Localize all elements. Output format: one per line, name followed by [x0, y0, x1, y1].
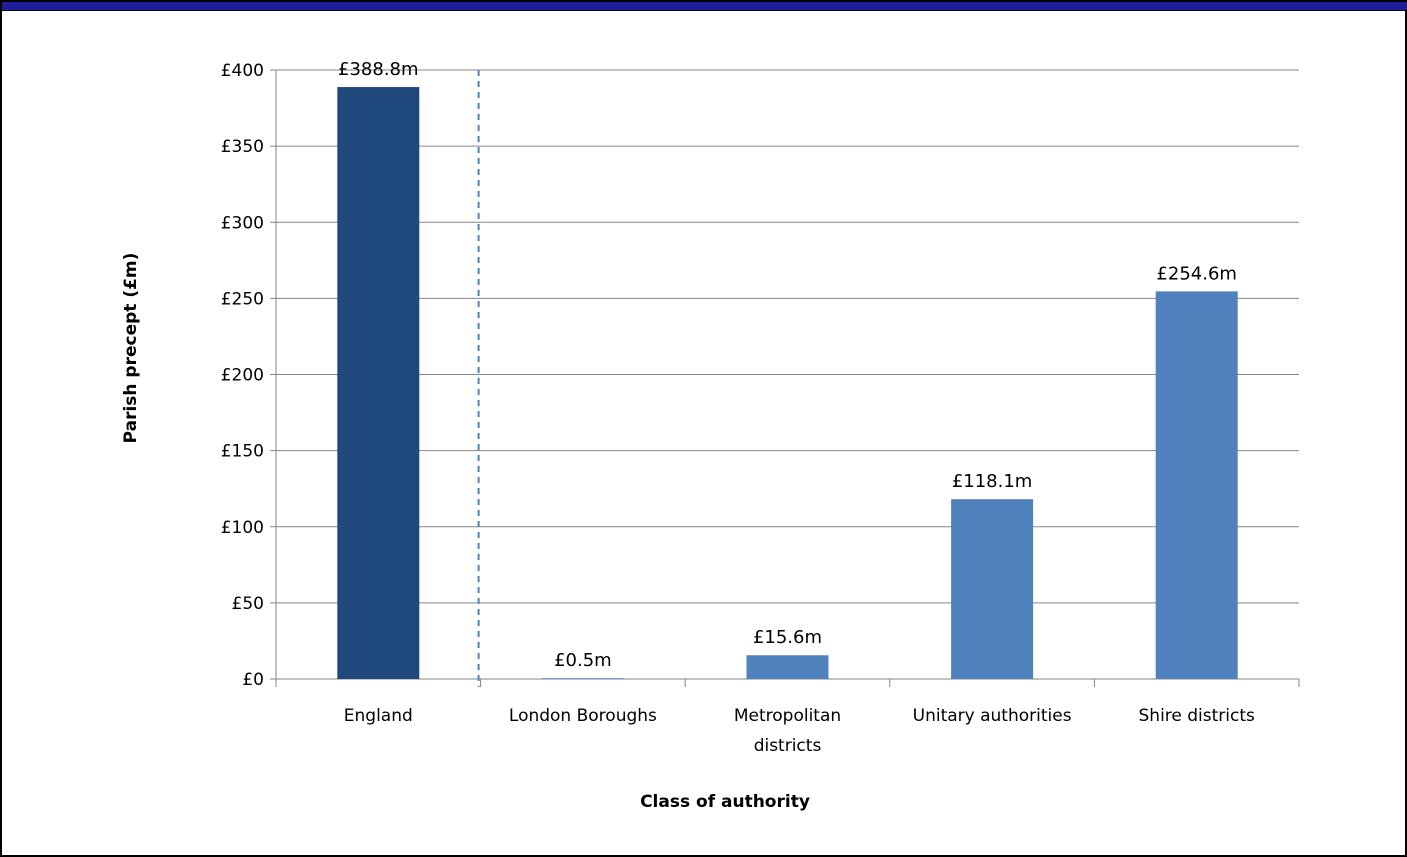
data-label: £0.5m [554, 650, 612, 671]
data-label: £118.1m [952, 471, 1033, 492]
y-tick-label: £100 [221, 518, 264, 538]
x-category-label: districts [754, 736, 822, 756]
title-band [2, 2, 1407, 11]
bar [951, 499, 1034, 679]
bar [746, 655, 829, 679]
x-category-label: England [344, 706, 413, 726]
y-tick-label: £250 [221, 289, 264, 309]
x-axis: England London Boroughs Metropolitan distri… [275, 70, 1300, 756]
x-category-label: Shire districts [1139, 706, 1256, 726]
data-label: £254.6m [1156, 263, 1237, 284]
data-labels: £388.8m £0.5m £15.6m £118.1m £254.6m [338, 59, 1237, 671]
y-tick-label: £0 [242, 670, 264, 690]
bar [1155, 291, 1238, 679]
gridlines [276, 69, 1299, 604]
y-axis: £0 £50 £100 £150 £200 £250 £300 £350 £400 [221, 61, 277, 690]
x-axis-title: Class of authority [640, 792, 810, 812]
x-category-label: London Boroughs [509, 706, 657, 726]
y-tick-label: £50 [232, 594, 264, 614]
x-category-label: Unitary authorities [913, 706, 1072, 726]
bar [541, 678, 624, 679]
data-label: £15.6m [753, 627, 822, 648]
y-axis-title: Parish precept (£m) [121, 253, 141, 444]
y-tick-label: £200 [221, 366, 264, 386]
y-tick-label: £400 [221, 61, 264, 81]
bar [337, 87, 420, 679]
y-tick-label: £150 [221, 442, 264, 462]
x-category-label: Metropolitan [734, 706, 841, 726]
data-label: £388.8m [338, 59, 419, 80]
bars [337, 87, 1238, 679]
y-tick-label: £350 [221, 137, 264, 157]
y-tick-label: £300 [221, 213, 264, 233]
